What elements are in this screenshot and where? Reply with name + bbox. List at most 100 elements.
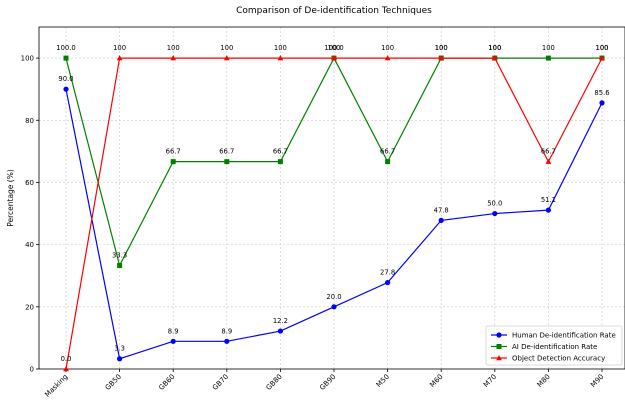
data-label: 100 [220, 44, 233, 52]
data-point [438, 55, 445, 61]
data-label: 66.7 [166, 148, 181, 156]
data-point [492, 210, 498, 217]
data-label: 33.3 [112, 251, 127, 259]
data-label: 100 [596, 44, 609, 52]
data-point [277, 159, 283, 165]
y-tick-label: 60 [25, 179, 34, 187]
y-tick-label: 100 [21, 55, 34, 63]
data-point [545, 55, 551, 61]
y-tick-label: 40 [25, 241, 34, 249]
data-label: 100 [167, 44, 180, 52]
data-point [63, 366, 69, 372]
data-point [224, 338, 230, 344]
data-label: 47.8 [434, 206, 449, 214]
data-labels: 90.0 3.3 8.9 8.9 12.2 20.0 27.8 47.8 50.0 51.1 85.… [56, 44, 609, 363]
legend-label: Object Detection Accuracy [512, 355, 605, 363]
data-point [385, 159, 391, 165]
data-label: 51.1 [541, 196, 556, 204]
grid [39, 27, 625, 370]
series-layer [63, 55, 605, 372]
data-label: 66.7 [380, 148, 395, 156]
y-tick-label: 80 [25, 117, 34, 125]
data-point [496, 355, 502, 361]
data-point [384, 55, 391, 61]
data-label: 100 [113, 44, 126, 52]
data-point [63, 86, 69, 92]
data-point [170, 338, 176, 344]
data-point [117, 262, 123, 268]
data-label: 100 [596, 44, 609, 52]
data-label: 100 [488, 44, 501, 52]
x-tick-label: M50 [375, 373, 391, 389]
data-point [545, 158, 552, 164]
x-tick-label: GB60 [157, 373, 176, 392]
chart-title: Comparison of De-identification Techniqu… [236, 6, 432, 16]
y-tick-label: 20 [25, 303, 34, 311]
data-point [223, 55, 230, 61]
data-point [331, 304, 337, 310]
data-point [599, 100, 605, 106]
data-point [117, 356, 123, 362]
y-axis-label: Percentage (%) [6, 169, 15, 227]
data-point [545, 207, 552, 213]
x-tick-label: GB90 [318, 373, 337, 392]
series-3 [63, 55, 605, 372]
data-point [116, 55, 123, 61]
legend-item: Object Detection Accuracy [491, 355, 605, 363]
data-point [496, 332, 502, 338]
data-point [170, 55, 177, 61]
plot-frame [38, 26, 625, 370]
data-point [385, 279, 391, 286]
legend: Human De-identification Rate AI De-identi… [485, 325, 623, 366]
data-label: 100 [435, 44, 448, 52]
legend-label: AI De-identification Rate [512, 343, 597, 351]
data-label: 100.0 [324, 44, 343, 52]
data-point [277, 328, 283, 334]
data-point [491, 55, 498, 61]
legend-box [485, 325, 623, 366]
y-tick-label: 0 [30, 366, 34, 374]
x-tick-label: M80 [536, 373, 552, 389]
x-tick-label: GB70 [211, 373, 230, 392]
x-tick-label: M60 [428, 373, 444, 389]
data-label: 100 [435, 44, 448, 52]
data-label: 12.2 [273, 317, 288, 325]
data-label: 100 [381, 44, 394, 52]
data-point [63, 55, 69, 61]
data-label: 50.0 [487, 200, 502, 208]
data-label: 66.7 [219, 148, 234, 156]
data-label: 66.7 [273, 148, 288, 156]
series-1 [63, 86, 605, 362]
data-point [331, 55, 337, 61]
data-point [496, 344, 502, 349]
data-label: 66.7 [541, 148, 556, 156]
data-label: 0.0 [61, 355, 72, 363]
legend-item: Human De-identification Rate [491, 332, 616, 340]
x-tick-label: Masking [43, 373, 69, 399]
x-tick-label: M70 [482, 373, 498, 389]
data-label: 8.9 [221, 327, 232, 335]
legend-item: AI De-identification Rate [491, 343, 597, 351]
data-label: 85.6 [594, 89, 609, 97]
series-line [65, 56, 602, 268]
data-label: 100 [274, 44, 287, 52]
data-point [170, 159, 176, 165]
x-tick-label: GB80 [265, 373, 284, 392]
data-label: 100 [328, 44, 341, 52]
data-label: 90.0 [58, 75, 73, 83]
data-point [599, 55, 605, 61]
x-tick-label: M90 [589, 373, 605, 389]
data-point [277, 55, 284, 61]
data-label: 100.0 [56, 44, 75, 52]
data-point [438, 217, 444, 223]
data-label: 8.9 [168, 327, 179, 335]
data-label: 3.3 [114, 345, 125, 353]
data-point [224, 159, 230, 165]
x-tick-label: GB50 [104, 373, 123, 392]
legend-label: Human De-identification Rate [512, 332, 616, 340]
data-label: 100 [488, 44, 501, 52]
data-label: 20.0 [326, 293, 341, 301]
data-label: 27.8 [380, 269, 395, 277]
data-label: 100 [542, 44, 555, 52]
